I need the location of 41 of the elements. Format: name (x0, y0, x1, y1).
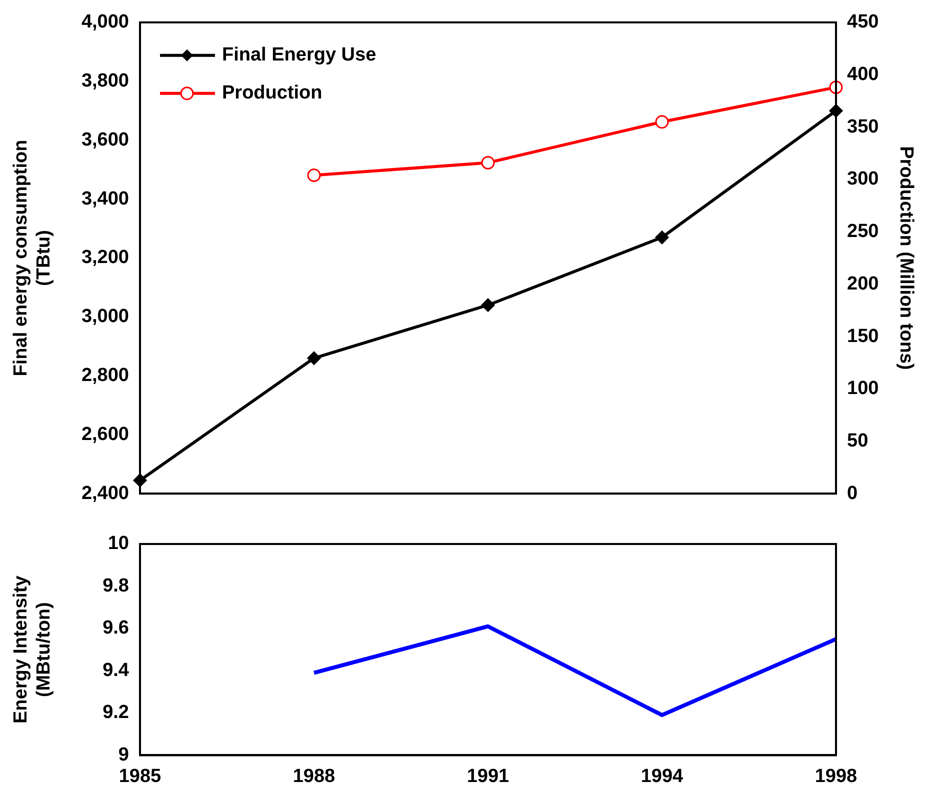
y2-tick-label: 400 (847, 64, 879, 85)
y2-tick-label: 350 (847, 116, 879, 138)
y-tick-label: 9 (118, 744, 129, 766)
y-tick-label: 9.6 (102, 618, 129, 639)
y2-tick-label: 200 (847, 273, 879, 294)
x-tick-label: 1988 (292, 766, 336, 787)
x-tick-label: 1994 (640, 766, 684, 787)
x-tick-label: 1985 (118, 766, 162, 787)
point (307, 168, 321, 182)
y-tick-label: 3,200 (81, 247, 129, 268)
y-tick-label: 3,400 (81, 188, 129, 210)
legend-label: Production (222, 82, 322, 104)
y-tick-label: 3,600 (81, 129, 129, 150)
y-tick-label: 3,000 (81, 306, 129, 328)
y2-tick-label: 450 (847, 12, 879, 33)
y2-tick-label: 150 (847, 326, 879, 347)
y-axis-title: Energy Intensity (MBtu/ton) (10, 575, 54, 724)
legend-label: Final Energy Use (222, 44, 376, 66)
y-axis-title: Final energy consumption (TBtu) (10, 140, 54, 376)
y-tick-label: 4,000 (81, 12, 129, 33)
point (481, 156, 495, 170)
y-tick-label: 2,600 (81, 424, 129, 445)
y2-tick-label: 250 (847, 221, 879, 242)
y-tick-label: 3,800 (81, 70, 129, 92)
y2-axis-title: Production (Million tons) (895, 146, 916, 370)
y-tick-label: 2,800 (81, 365, 129, 386)
y-tick-label: 9.2 (102, 702, 129, 724)
y2-tick-label: 100 (847, 378, 879, 400)
x-tick-label: 1991 (466, 766, 510, 787)
point (655, 115, 669, 129)
x-tick-label: 1998 (814, 766, 858, 787)
y2-tick-label: 300 (847, 168, 879, 190)
point (307, 351, 321, 365)
point (655, 230, 669, 244)
y-tick-label: 10 (108, 533, 129, 554)
y2-tick-label: 50 (847, 430, 868, 452)
y-tick-label: 2,400 (81, 482, 129, 504)
y2-tick-label: 0 (847, 482, 858, 504)
point (481, 298, 495, 312)
y-tick-label: 9.8 (102, 575, 129, 596)
y-tick-label: 9.4 (102, 660, 130, 681)
